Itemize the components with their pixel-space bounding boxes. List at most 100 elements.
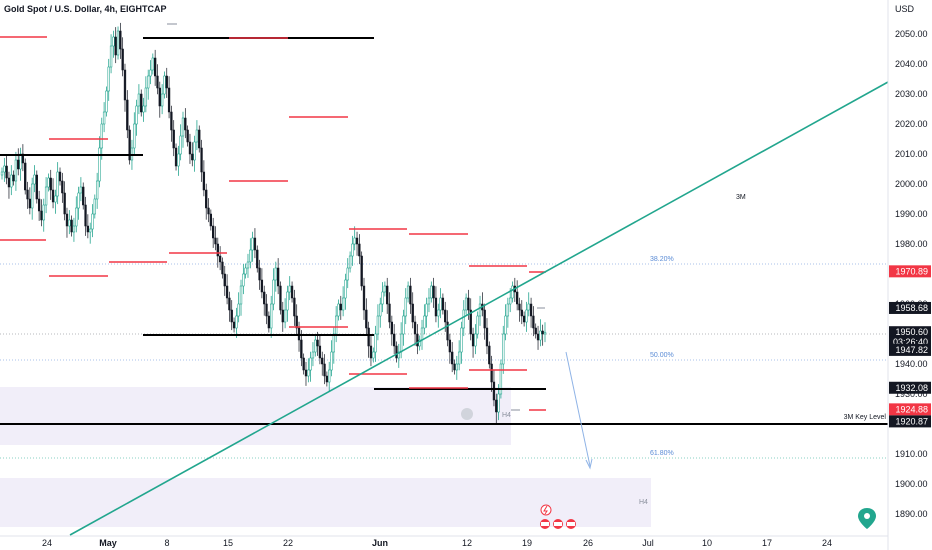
candle-body <box>309 357 312 371</box>
candle-body <box>390 321 393 335</box>
candle-body <box>478 303 482 317</box>
candle-body <box>432 285 435 299</box>
candle-body <box>128 129 131 161</box>
candle-body <box>274 267 277 281</box>
candle-body <box>142 105 145 113</box>
candle-body <box>58 171 62 182</box>
candle-body <box>246 261 250 269</box>
candle-body <box>360 255 363 287</box>
candle-body <box>121 48 124 71</box>
candle-body <box>154 57 157 77</box>
candle-body <box>207 207 210 215</box>
trendline[interactable] <box>69 81 889 536</box>
candle-body <box>323 363 326 377</box>
candle-body <box>172 129 175 149</box>
candle-body <box>335 315 338 335</box>
candle-body <box>54 195 57 203</box>
candle-body <box>502 333 505 365</box>
x-tick-label: 22 <box>283 538 293 548</box>
candle-body <box>193 141 196 161</box>
price-tag-label: 1970.89 <box>895 266 928 276</box>
candle-body <box>511 285 514 299</box>
candle-body <box>144 87 148 107</box>
candle-body <box>525 309 528 323</box>
candle-body <box>304 369 308 377</box>
label-h4-b: H4 <box>639 499 648 506</box>
support-levels <box>0 37 888 425</box>
candle-body <box>156 75 159 89</box>
x-tick-label: 12 <box>462 538 472 548</box>
candle-body <box>365 309 368 329</box>
candle-body <box>288 285 291 293</box>
y-tick-label: 1900.00 <box>895 479 928 489</box>
candle-body <box>281 309 284 323</box>
candle-body <box>413 321 417 335</box>
candle-body <box>225 285 229 299</box>
candle-body <box>149 69 152 77</box>
candle-body <box>276 267 280 287</box>
candle-body <box>191 153 194 161</box>
candle-body <box>367 327 370 347</box>
x-tick-label: Jul <box>642 538 654 548</box>
candle-body <box>393 333 396 347</box>
candle-body <box>163 75 166 95</box>
time-axis[interactable]: 24 May 8 15 22 Jun 12 19 26 Jul 10 17 24 <box>42 538 832 548</box>
candle-body <box>488 345 491 365</box>
price-tag-label: 1920.87 <box>895 416 928 426</box>
candle-body <box>68 219 71 227</box>
candle-body <box>137 93 141 107</box>
x-tick-label: 10 <box>702 538 712 548</box>
candle-body <box>63 192 66 215</box>
candle-body <box>3 165 6 173</box>
candle-body <box>529 303 533 317</box>
candle-body <box>181 117 185 137</box>
candle-body <box>237 303 240 317</box>
candle-body <box>539 330 542 341</box>
candle-body <box>409 285 412 305</box>
candle-body <box>95 180 99 200</box>
location-pin-icon[interactable] <box>858 508 876 529</box>
candle-body <box>464 297 468 311</box>
candle-body <box>105 90 108 113</box>
candle-body <box>263 291 266 305</box>
y-tick-label: 1980.00 <box>895 239 928 249</box>
candle-body <box>186 129 189 143</box>
price-tag-label: 03:26:40 <box>893 337 928 347</box>
candle-body <box>116 30 120 56</box>
candle-body <box>279 285 282 311</box>
candle-body <box>490 363 493 383</box>
candle-body <box>300 339 303 359</box>
candle-body <box>446 321 449 341</box>
y-tick-label: 2020.00 <box>895 119 928 129</box>
candle-body <box>476 315 479 335</box>
price-tag-label: 1947.82 <box>895 345 928 355</box>
candle-body <box>339 303 342 311</box>
price-tag-bg <box>889 403 931 416</box>
candle-body <box>89 228 92 233</box>
currency-label: USD <box>895 4 915 14</box>
candle-body <box>151 57 154 71</box>
candle-body <box>302 357 305 371</box>
candle-body <box>158 87 161 107</box>
candle-body <box>232 321 236 329</box>
price-tag-label: 1924.88 <box>895 404 928 414</box>
marker-circle <box>461 408 473 420</box>
x-tick-label: 17 <box>762 538 772 548</box>
candle-body <box>469 309 472 335</box>
candle-body <box>112 36 115 47</box>
y-tick-label: 1930.00 <box>895 389 928 399</box>
event-icons[interactable] <box>540 504 576 529</box>
grey-markers <box>167 23 545 411</box>
candle-body <box>44 186 48 206</box>
candle-body <box>82 186 85 206</box>
candle-body <box>388 303 391 323</box>
zone-upper <box>0 387 511 445</box>
candle-body <box>460 327 463 353</box>
candle-body <box>242 273 245 287</box>
candle-body <box>346 267 349 281</box>
price-tag-bg <box>889 265 931 278</box>
price-tag-bg <box>889 415 931 428</box>
candle-body <box>0 171 4 176</box>
candle-body <box>223 273 226 287</box>
